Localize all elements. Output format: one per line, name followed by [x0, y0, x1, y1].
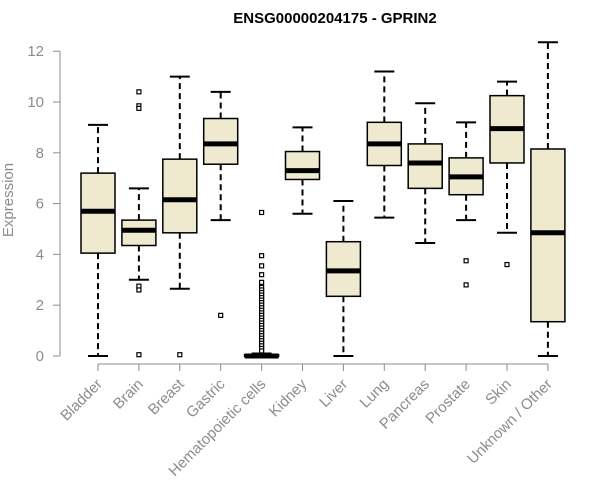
outlier-point: [259, 263, 265, 269]
outlier-point: [177, 352, 183, 358]
outlier-point: [463, 282, 469, 288]
outlier-point: [136, 352, 142, 358]
x-tick-label: Lung: [357, 376, 393, 412]
box-group: [325, 200, 362, 357]
y-tick-label: 12: [27, 43, 44, 60]
box-iqr: [121, 219, 157, 247]
box-iqr: [202, 117, 239, 165]
outlier-point: [136, 105, 142, 111]
box-iqr: [162, 158, 198, 234]
outlier-point: [136, 287, 142, 293]
outlier-point: [259, 209, 265, 216]
y-tick-label: 2: [36, 297, 44, 314]
y-tick-label: 10: [27, 94, 44, 111]
outlier-point: [218, 312, 224, 318]
chart-title: ENSG00000204175 - GPRIN2: [233, 10, 436, 27]
box-group: [530, 41, 566, 357]
box-group: [284, 126, 321, 215]
outlier-point: [259, 272, 265, 278]
box-iqr: [530, 148, 566, 323]
y-tick-label: 0: [36, 348, 44, 365]
box-group: [243, 209, 280, 359]
box-group: [162, 75, 198, 358]
box-group: [121, 89, 157, 358]
box-group: [80, 123, 116, 357]
y-axis: 0 2 4 6 8 10 12: [27, 43, 61, 365]
outlier-point: [136, 89, 142, 95]
y-tick-label: 6: [36, 196, 44, 213]
x-tick-label: Bladder: [57, 376, 106, 425]
box-group: [489, 80, 525, 268]
outlier-point: [259, 279, 265, 285]
outlier-point: [259, 348, 265, 354]
x-tick-label: Prostate: [422, 376, 474, 428]
outlier-point: [504, 261, 510, 268]
x-tick-label: Breast: [145, 375, 188, 418]
x-tick-label: Liver: [316, 376, 351, 411]
box-group: [366, 70, 403, 219]
y-tick-label: 4: [36, 246, 44, 263]
box-group: [448, 121, 484, 288]
box-iqr: [407, 143, 443, 190]
plot-area: [80, 41, 566, 359]
x-tick-label: Skin: [482, 376, 515, 409]
box-group: [407, 102, 443, 244]
y-tick-label: 8: [36, 145, 44, 162]
box-group: [202, 90, 239, 318]
outlier-point: [259, 253, 265, 259]
x-tick-label: Brain: [110, 376, 147, 413]
outlier-point: [463, 258, 469, 264]
y-axis-label: Expression: [0, 163, 17, 237]
x-tick-label: Kidney: [266, 375, 311, 420]
box-iqr: [284, 150, 321, 181]
